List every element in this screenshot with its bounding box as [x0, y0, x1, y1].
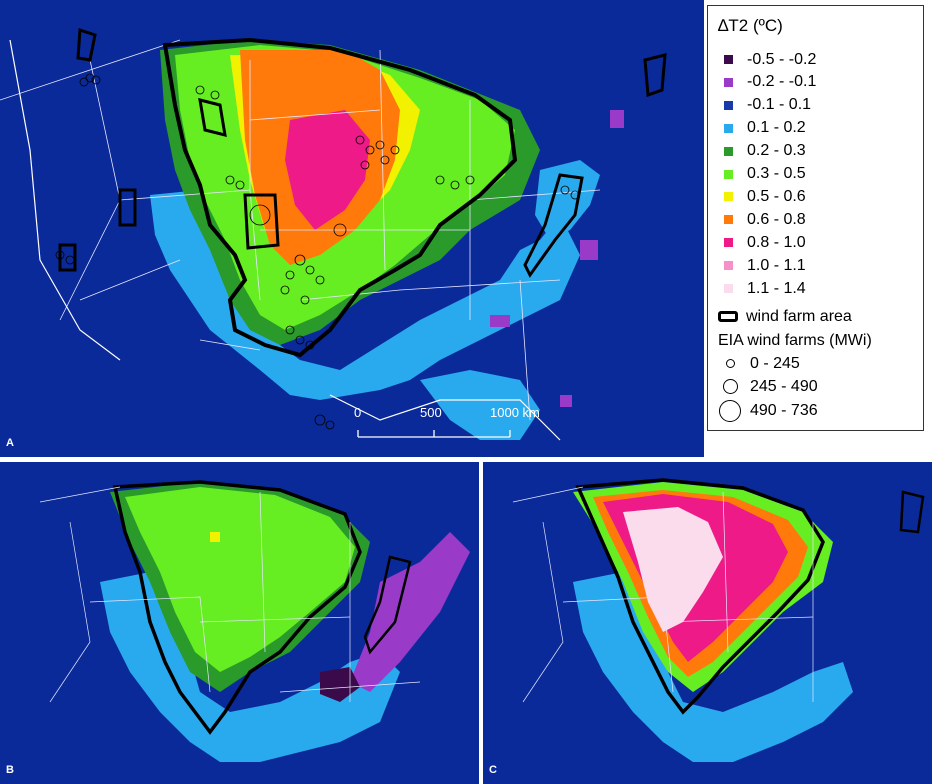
eia-wind-farm-markers	[55, 73, 580, 430]
legend-color-swatch	[724, 215, 733, 225]
wind-farm-area-5	[76, 27, 97, 62]
eia-medium-circle-wrap	[718, 375, 742, 399]
eia-small-circle-wrap	[718, 352, 742, 376]
b-state-boundaries	[39, 486, 421, 703]
legend-class-row: 1.1 - 1.4	[718, 278, 806, 299]
wind-farm-area-3	[523, 173, 584, 278]
legend-class-label: 1.0 - 1.1	[747, 256, 806, 274]
legend-class-label: 0.1 - 0.2	[747, 119, 806, 137]
legend-class-row: -0.2 - -0.1	[718, 72, 816, 93]
eia-title: EIA wind farms (MWi)	[718, 331, 872, 349]
panel-a-letter: A	[6, 437, 14, 449]
legend-eia-large: 490 - 736	[718, 399, 818, 423]
legend-class-label: 0.2 - 0.3	[747, 142, 806, 160]
c-wind-farm-area	[575, 478, 825, 715]
legend-color-swatch	[724, 192, 733, 202]
legend-color-swatch	[724, 100, 733, 110]
b-warm-patch	[210, 532, 220, 542]
scale-tick-1000: 1000 km	[490, 405, 540, 420]
eia-large-circle-wrap	[718, 399, 742, 423]
eia-small-label: 0 - 245	[750, 354, 800, 372]
map-panel-b: B	[0, 462, 479, 784]
eia-medium-circle	[722, 379, 738, 394]
c-state-boundaries	[512, 486, 814, 703]
eia-small-circle	[725, 359, 735, 368]
map-b-canvas	[0, 462, 479, 784]
scale-tick-500: 500	[420, 405, 442, 420]
wind-farm-area-7	[118, 188, 137, 227]
warming-region-0-1	[150, 190, 580, 400]
wind-farm-area-2	[243, 193, 280, 250]
legend-class-row: 0.3 - 0.5	[718, 164, 806, 185]
legend-class-row: 0.1 - 0.2	[718, 118, 806, 139]
legend-eia-small: 0 - 245	[718, 353, 800, 374]
legend-class-row: 0.6 - 0.8	[718, 209, 806, 230]
legend-color-swatch	[724, 261, 733, 271]
wind-farm-area-label: wind farm area	[746, 307, 852, 325]
cooling-patch-3	[560, 395, 572, 407]
warming-region-0-1-ne	[535, 160, 600, 240]
gulf-coastline	[329, 394, 561, 441]
legend-class-label: 0.5 - 0.6	[747, 187, 806, 205]
map-c-canvas	[483, 462, 932, 784]
legend-class-row: -0.1 - 0.1	[718, 95, 811, 116]
wind-farm-area-8	[58, 243, 77, 272]
legend-class-label: 1.1 - 1.4	[747, 279, 806, 297]
legend-class-row: 0.2 - 0.3	[718, 141, 806, 162]
wind-farm-area-4	[643, 53, 667, 98]
legend-class-row: 1.0 - 1.1	[718, 255, 806, 276]
legend-color-swatch	[724, 77, 733, 87]
legend-class-row: 0.5 - 0.6	[718, 186, 806, 207]
map-a-canvas	[0, 0, 704, 457]
cooling-patch-2	[490, 315, 510, 327]
legend-eia-title-row: EIA wind farms (MWi)	[718, 330, 872, 351]
legend-color-swatch	[724, 123, 733, 133]
scale-bar	[357, 430, 511, 438]
legend-class-label: -0.2 - -0.1	[747, 73, 817, 91]
legend-color-swatch	[724, 146, 733, 156]
legend-class-row: -0.5 - -0.2	[718, 49, 816, 70]
warming-region-0-8	[285, 110, 370, 230]
eia-large-circle	[719, 399, 741, 422]
legend-class-label: 0.8 - 1.0	[747, 233, 806, 251]
warming-region-0-1-se	[420, 370, 540, 440]
b-warming-0-3	[125, 487, 355, 672]
b-wind-farm-area-2	[363, 555, 412, 655]
legend-wind-farm-area: wind farm area	[718, 306, 852, 327]
legend-class-label: -0.5 - -0.2	[747, 50, 817, 68]
scale-tick-0: 0	[354, 405, 362, 420]
eia-medium-label: 245 - 490	[750, 377, 818, 395]
c-wind-farm-area-2	[899, 490, 925, 534]
legend-color-swatch	[724, 284, 733, 293]
c-warming-1-1	[623, 507, 723, 632]
legend: ∆T2 (ºC) -0.5 - -0.2 -0.2 - -0.1 -0.1 - 0.…	[707, 5, 924, 431]
legend-title: ∆T2 (ºC)	[718, 16, 783, 35]
cooling-patch-1	[580, 240, 598, 260]
legend-class-label: -0.1 - 0.1	[747, 96, 812, 114]
cooling-patch-4	[610, 110, 624, 128]
legend-color-swatch	[724, 55, 733, 64]
eia-large-label: 490 - 736	[750, 401, 818, 419]
legend-class-label: 0.3 - 0.5	[747, 165, 806, 182]
b-wind-farm-area	[112, 480, 362, 735]
wind-farm-area-swatch	[718, 311, 738, 322]
map-panel-a: 0 500 1000 km A	[0, 0, 704, 457]
legend-class-label: 0.6 - 0.8	[747, 210, 806, 228]
wind-farm-area-main	[162, 37, 518, 358]
legend-class-row: 0.8 - 1.0	[718, 232, 806, 253]
west-coastline	[9, 39, 121, 361]
wind-farm-area-6	[198, 97, 227, 138]
map-panel-c: C	[483, 462, 932, 784]
legend-color-swatch	[724, 169, 733, 179]
legend-color-swatch	[724, 238, 733, 248]
panel-b-letter: B	[6, 764, 14, 776]
panel-c-letter: C	[489, 764, 497, 776]
state-boundaries	[0, 39, 601, 421]
b-cooling-region	[350, 532, 470, 692]
legend-eia-medium: 245 - 490	[718, 376, 818, 397]
